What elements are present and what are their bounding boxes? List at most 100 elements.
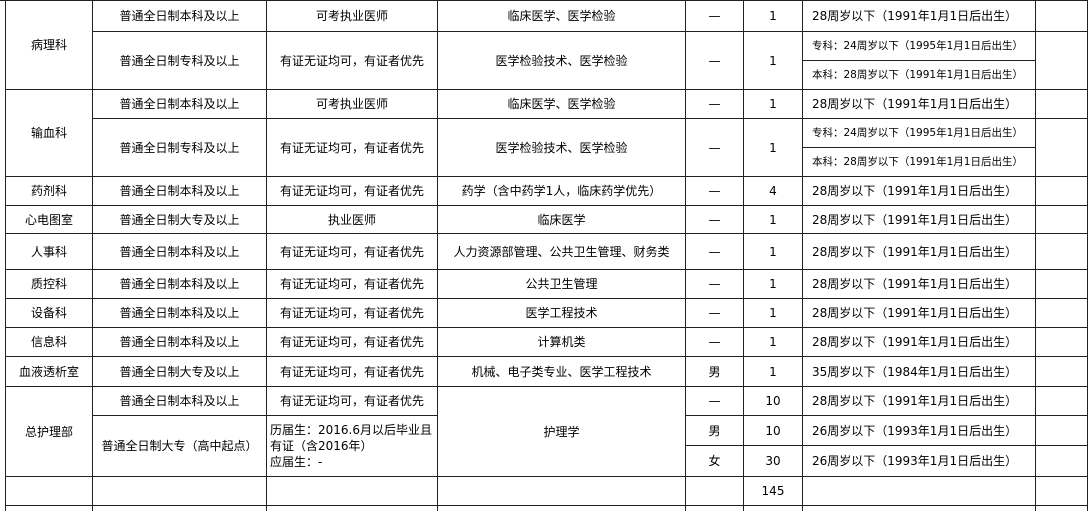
table-cell: 10 — [743, 386, 803, 416]
table-cell: 28周岁以下（1991年1月1日后出生） — [802, 176, 1036, 206]
table-cell: 病理科 — [5, 0, 93, 90]
empty-cell — [1035, 298, 1088, 328]
table-cell: 设备科 — [5, 298, 93, 328]
table-cell: 28周岁以下（1991年1月1日后出生） — [802, 269, 1036, 299]
empty-cell — [266, 476, 438, 506]
table-cell: 有证无证均可，有证者优先 — [266, 31, 438, 90]
table-cell: — — [685, 89, 744, 119]
table-cell: 普通全日制本科及以上 — [92, 89, 267, 119]
table-cell: 历届生：2016.6月以后毕业且有证（含2016年） 应届生：- — [266, 415, 438, 477]
empty-cell — [802, 476, 1036, 506]
table-cell: — — [685, 0, 744, 32]
table-cell: 普通全日制本科及以上 — [92, 386, 267, 416]
table-cell: — — [685, 269, 744, 299]
empty-cell — [1035, 386, 1088, 416]
empty-cell — [437, 505, 686, 511]
cell-line: 应届生：- — [270, 455, 323, 469]
table-cell: 有证无证均可，有证者优先 — [266, 298, 438, 328]
table-cell: 普通全日制本科及以上 — [92, 0, 267, 32]
table-cell: 可考执业医师 — [266, 0, 438, 32]
empty-cell — [802, 505, 1036, 511]
empty-cell — [1035, 176, 1088, 206]
table-cell: 普通全日制专科及以上 — [92, 31, 267, 90]
table-cell: 1 — [743, 298, 803, 328]
table-cell: 人力资源部管理、公共卫生管理、财务类 — [437, 233, 686, 270]
table-cell: 普通全日制大专及以上 — [92, 205, 267, 234]
table-cell: 临床医学、医学检验 — [437, 0, 686, 32]
empty-cell — [1035, 505, 1088, 511]
table-cell: 计算机类 — [437, 327, 686, 357]
table-cell: 医学检验技术、医学检验 — [437, 31, 686, 90]
empty-cell — [266, 505, 438, 511]
table-cell: 总护理部 — [5, 386, 93, 477]
table-cell: 本科：28周岁以下（1991年1月1日后出生） — [802, 60, 1036, 90]
table-cell: 4 — [743, 176, 803, 206]
table-cell: 机械、电子类专业、医学工程技术 — [437, 356, 686, 387]
empty-cell — [5, 476, 93, 506]
table-cell: 血液透析室 — [5, 356, 93, 387]
table-cell: 男 — [685, 415, 744, 446]
table-cell: 145 — [743, 476, 803, 506]
table-cell: 普通全日制本科及以上 — [92, 327, 267, 357]
table-cell: 医学工程技术 — [437, 298, 686, 328]
table-cell: 1 — [743, 89, 803, 119]
table-cell: 质控科 — [5, 269, 93, 299]
empty-cell — [5, 505, 93, 511]
table-cell: 人事科 — [5, 233, 93, 270]
empty-cell — [0, 0, 6, 511]
empty-cell — [1035, 445, 1088, 477]
table-cell: 心电图室 — [5, 205, 93, 234]
table-cell: — — [685, 386, 744, 416]
table-cell: 28周岁以下（1991年1月1日后出生） — [802, 386, 1036, 416]
table-cell: 临床医学 — [437, 205, 686, 234]
table-cell: 30 — [743, 445, 803, 477]
table-cell: 执业医师 — [266, 205, 438, 234]
table-cell: 普通全日制本科及以上 — [92, 176, 267, 206]
table-cell: — — [685, 327, 744, 357]
table-cell: — — [685, 31, 744, 90]
table-cell: 28周岁以下（1991年1月1日后出生） — [802, 233, 1036, 270]
empty-cell — [685, 505, 744, 511]
empty-cell — [1035, 327, 1088, 357]
table-cell: 有证无证均可，有证者优先 — [266, 386, 438, 416]
table-cell: 医学检验技术、医学检验 — [437, 118, 686, 177]
table-cell: 女 — [685, 445, 744, 477]
table-cell: 10 — [743, 415, 803, 446]
table-cell: 1 — [743, 233, 803, 270]
table-cell: 药剂科 — [5, 176, 93, 206]
empty-cell — [1035, 205, 1088, 234]
cell-line: 历届生：2016.6月以后毕业且有证（含2016年） — [270, 423, 432, 453]
table-cell: 28周岁以下（1991年1月1日后出生） — [802, 205, 1036, 234]
table-cell: 专科：24周岁以下（1995年1月1日后出生） — [802, 31, 1036, 61]
table-cell: — — [685, 233, 744, 270]
table-cell: 26周岁以下（1993年1月1日后出生） — [802, 445, 1036, 477]
table-cell: 护理学 — [437, 386, 686, 477]
table-cell: 1 — [743, 269, 803, 299]
table-cell: 专科：24周岁以下（1995年1月1日后出生） — [802, 118, 1036, 148]
table-cell: 可考执业医师 — [266, 89, 438, 119]
table-cell: — — [685, 118, 744, 177]
table-cell: 1 — [743, 356, 803, 387]
empty-cell — [1035, 233, 1088, 270]
empty-cell — [1035, 31, 1088, 90]
empty-cell — [1035, 269, 1088, 299]
table-cell: — — [685, 298, 744, 328]
table-cell: 28周岁以下（1991年1月1日后出生） — [802, 298, 1036, 328]
empty-cell — [1035, 118, 1088, 177]
table-cell: 1 — [743, 118, 803, 177]
empty-cell — [437, 476, 686, 506]
table-cell: 28周岁以下（1991年1月1日后出生） — [802, 0, 1036, 32]
table-cell: 1 — [743, 31, 803, 90]
table-cell: 普通全日制本科及以上 — [92, 233, 267, 270]
table-cell: 信息科 — [5, 327, 93, 357]
empty-cell — [1035, 476, 1088, 506]
table-cell: — — [685, 205, 744, 234]
table-cell: 有证无证均可，有证者优先 — [266, 233, 438, 270]
table-cell: 本科：28周岁以下（1991年1月1日后出生） — [802, 147, 1036, 177]
table-cell: 普通全日制专科及以上 — [92, 118, 267, 177]
empty-cell — [92, 476, 267, 506]
table-cell: 26周岁以下（1993年1月1日后出生） — [802, 415, 1036, 446]
table-cell: 有证无证均可，有证者优先 — [266, 269, 438, 299]
table-cell: 有证无证均可，有证者优先 — [266, 176, 438, 206]
